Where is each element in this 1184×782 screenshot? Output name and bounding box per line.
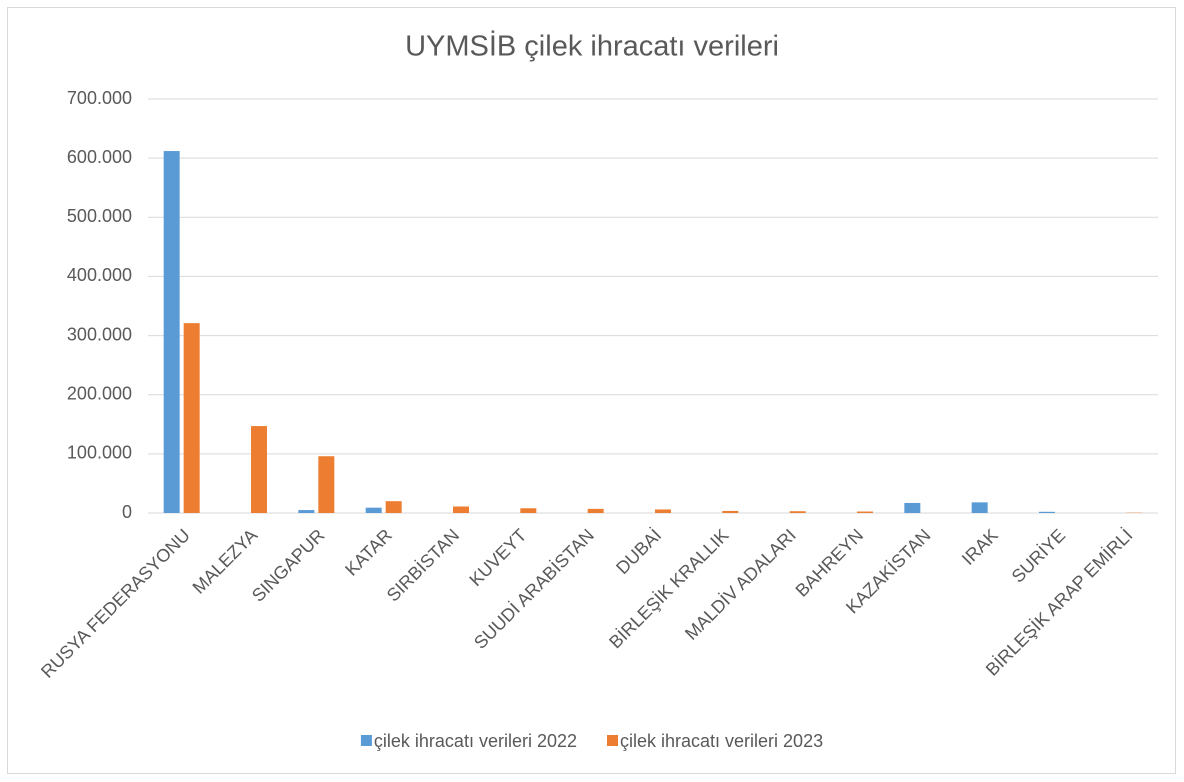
chart-title: UYMSİB çilek ihracatı verileri — [405, 30, 779, 63]
bar — [587, 508, 604, 513]
legend-swatch — [607, 735, 618, 746]
legend-label: çilek ihracatı verileri 2022 — [374, 731, 577, 751]
y-tick-label: 300.000 — [67, 324, 132, 344]
bar — [365, 507, 382, 513]
bar — [971, 502, 988, 513]
bar — [251, 426, 267, 513]
chart-border — [7, 7, 1176, 774]
y-tick-label: 400.000 — [67, 265, 132, 285]
bar — [318, 456, 335, 513]
y-tick-label: 500.000 — [67, 206, 132, 226]
y-tick-label: 200.000 — [67, 383, 132, 403]
bar — [722, 510, 739, 513]
bar — [857, 511, 873, 513]
bar — [453, 506, 469, 513]
legend-swatch — [360, 735, 372, 746]
y-tick-label: 100.000 — [67, 443, 132, 463]
y-tick-label: 600.000 — [67, 147, 132, 167]
bar — [163, 151, 180, 513]
bar — [655, 509, 671, 513]
legend-label: çilek ihracatı verileri 2023 — [620, 731, 823, 751]
bar — [789, 511, 806, 513]
bar — [904, 502, 921, 513]
bar — [183, 323, 200, 513]
y-tick-label: 0 — [122, 502, 132, 522]
bar — [298, 510, 315, 513]
bar — [1039, 511, 1055, 513]
bar — [385, 501, 402, 513]
bar — [520, 508, 537, 513]
y-tick-label: 700.000 — [67, 88, 132, 108]
